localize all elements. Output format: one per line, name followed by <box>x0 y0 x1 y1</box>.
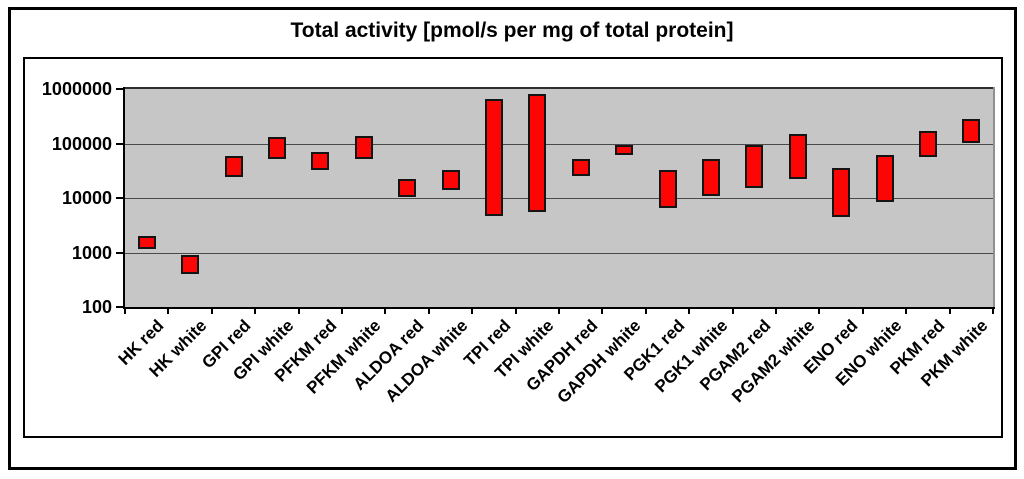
x-tick-11 <box>601 307 604 314</box>
range-bar-pkm-red <box>918 130 937 157</box>
x-tick-17 <box>861 307 864 314</box>
chart-inner-frame <box>23 57 1003 438</box>
y-axis-label-1000: 1000 <box>71 242 112 263</box>
x-tick-7 <box>427 307 430 314</box>
range-bar-gpi-white <box>267 137 286 159</box>
gridline-100000 <box>125 143 993 145</box>
range-bar-gapdh-white <box>615 144 634 155</box>
x-tick-3 <box>254 307 257 314</box>
x-tick-13 <box>688 307 691 314</box>
range-bar-eno-red <box>832 168 851 218</box>
range-bar-hk-white <box>181 254 200 275</box>
x-tick-2 <box>210 307 213 314</box>
x-tick-0 <box>124 307 126 314</box>
x-tick-5 <box>341 307 343 314</box>
x-tick-16 <box>818 307 821 314</box>
x-tick-6 <box>384 307 387 314</box>
y-tick-100 <box>116 306 124 308</box>
x-tick-10 <box>558 307 560 314</box>
plot-border-right <box>993 87 995 309</box>
gridline-10000 <box>125 198 993 199</box>
range-bar-pfkm-white <box>354 136 373 159</box>
range-bar-eno-white <box>875 154 894 202</box>
x-tick-15 <box>775 307 777 314</box>
gridline-1000 <box>125 252 993 254</box>
plot-border-top <box>123 87 995 89</box>
range-bar-pgam2-red <box>745 144 764 189</box>
x-tick-18 <box>905 307 908 314</box>
range-bar-pgam2-white <box>788 133 807 180</box>
y-axis-label-100: 100 <box>81 297 112 317</box>
range-bar-tpi-white <box>528 94 547 213</box>
x-tick-4 <box>297 307 300 314</box>
range-bar-pfkm-red <box>311 151 330 171</box>
range-bar-aldoa-white <box>441 169 460 191</box>
chart-title: Total activity [pmol/s per mg of total p… <box>290 19 734 42</box>
x-tick-20 <box>992 307 994 314</box>
range-bar-tpi-red <box>484 99 503 217</box>
x-tick-9 <box>514 307 517 314</box>
range-bar-gapdh-red <box>571 158 590 177</box>
range-bar-pkm-white <box>962 119 981 144</box>
y-axis-line <box>123 87 125 309</box>
y-tick-1000 <box>116 251 124 254</box>
outer-border-frame <box>8 7 1017 470</box>
y-tick-10000 <box>116 197 124 199</box>
y-tick-1000000 <box>116 88 124 90</box>
x-tick-14 <box>731 307 734 314</box>
range-bar-pgk1-white <box>701 159 720 196</box>
y-axis-label-1000000: 1000000 <box>41 79 112 99</box>
range-bar-pgk1-red <box>658 169 677 209</box>
y-tick-100000 <box>116 142 124 145</box>
x-tick-1 <box>167 307 170 314</box>
range-bar-aldoa-red <box>398 178 417 197</box>
y-axis-label-10000: 10000 <box>61 188 112 208</box>
plot-area <box>123 87 995 309</box>
y-axis-label-100000: 100000 <box>51 133 112 154</box>
range-bar-hk-red <box>137 236 156 250</box>
x-tick-8 <box>471 307 474 314</box>
range-bar-gpi-red <box>224 155 243 178</box>
x-tick-19 <box>948 307 951 314</box>
x-tick-12 <box>644 307 647 314</box>
